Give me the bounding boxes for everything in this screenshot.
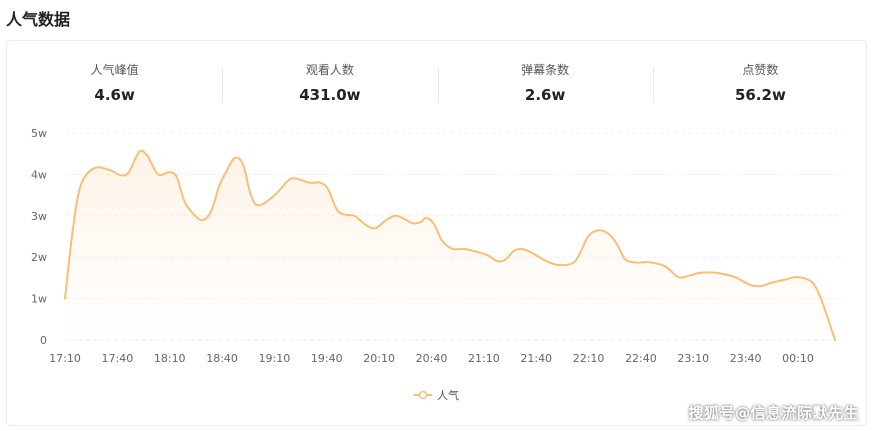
x-tick-label: 18:10 — [154, 352, 186, 365]
x-tick-label: 23:10 — [677, 352, 709, 365]
stat-value: 2.6w — [524, 86, 566, 104]
x-tick-label: 18:40 — [206, 352, 238, 365]
series-line — [64, 149, 836, 341]
stat-likes: 点赞数 56.2w — [652, 61, 868, 109]
series-area — [65, 150, 835, 340]
legend-label: 人气 — [437, 388, 459, 402]
stat-label: 人气峰值 — [90, 63, 139, 77]
x-tick-label: 19:40 — [311, 352, 343, 365]
legend-marker-icon — [418, 390, 428, 400]
section-title: 人气数据 — [6, 10, 71, 29]
stat-peak-popularity: 人气峰值 4.6w — [7, 61, 222, 109]
stat-danmaku: 弹幕条数 2.6w — [437, 61, 653, 109]
x-tick-label: 21:40 — [520, 352, 552, 365]
y-tick-label: 3w — [31, 210, 47, 223]
y-tick-label: 2w — [31, 251, 47, 264]
stat-value: 56.2w — [734, 86, 786, 104]
stat-viewers: 观看人数 431.0w — [222, 61, 437, 109]
stat-label: 观看人数 — [305, 63, 354, 77]
x-tick-label: 19:10 — [259, 352, 291, 365]
x-tick-label: 17:40 — [102, 352, 134, 365]
watermark: 搜狐号@信息流际默先生 — [688, 404, 859, 422]
x-tick-label: 22:10 — [573, 352, 605, 365]
y-tick-label: 4w — [31, 168, 47, 181]
x-tick-label: 20:40 — [416, 352, 448, 365]
stat-value: 4.6w — [94, 86, 135, 104]
y-tick-label: 1w — [31, 293, 47, 306]
stat-value: 431.0w — [299, 86, 361, 104]
y-tick-label: 0 — [40, 334, 47, 347]
stat-label: 弹幕条数 — [521, 63, 570, 77]
stats-row: 人气峰值 4.6w 观看人数 431.0w 弹幕条数 2.6w 点赞数 56.2… — [7, 61, 868, 109]
x-tick-label: 17:10 — [49, 352, 81, 365]
x-tick-label: 20:10 — [363, 352, 395, 365]
x-tick-label: 22:40 — [625, 352, 657, 365]
x-tick-label: 23:40 — [730, 352, 762, 365]
x-tick-label: 21:10 — [468, 352, 500, 365]
x-tick-label: 00:10 — [782, 352, 814, 365]
y-tick-label: 5w — [31, 127, 47, 140]
stat-label: 点赞数 — [742, 63, 779, 77]
